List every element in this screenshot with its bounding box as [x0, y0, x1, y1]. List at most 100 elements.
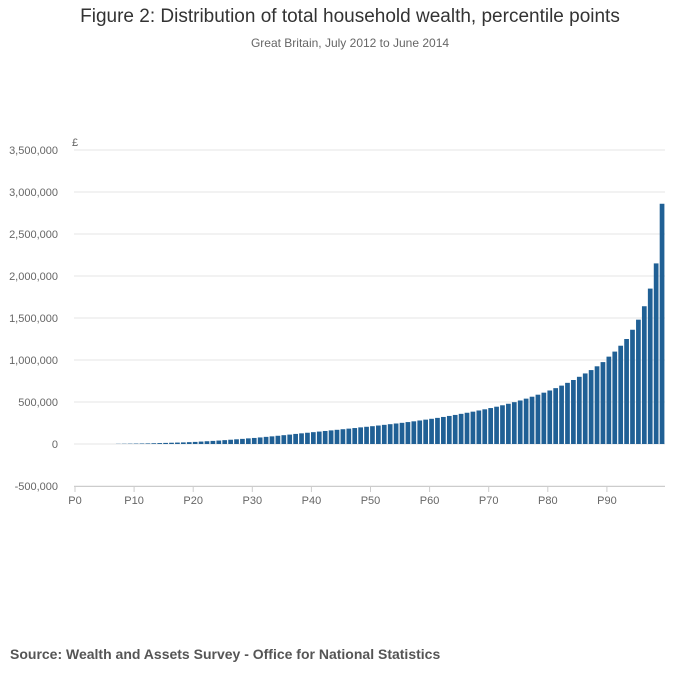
bar-p52 — [381, 424, 387, 444]
bar-p70 — [488, 408, 494, 444]
bar-p82 — [559, 385, 564, 444]
bar-p61 — [435, 417, 440, 444]
bar-p91 — [612, 351, 618, 444]
bar-p88 — [594, 366, 600, 444]
bar-p42 — [322, 430, 328, 444]
bars — [115, 203, 665, 444]
bar-p63 — [446, 415, 452, 444]
y-tick-label: 3,500,000 — [9, 145, 58, 157]
bar-p30 — [251, 437, 257, 444]
bar-p74 — [511, 402, 517, 444]
source-note: Source: Wealth and Assets Survey - Offic… — [10, 646, 441, 662]
bar-p76 — [523, 398, 529, 444]
bar-p80 — [547, 390, 553, 444]
bar-p79 — [541, 392, 547, 444]
bar-p53 — [387, 424, 393, 444]
bar-p38 — [299, 433, 304, 444]
bar-p49 — [364, 426, 369, 444]
bar-p21 — [198, 441, 204, 444]
y-axis: -500,000 0 500,000 1,000,000 1,500,000 2,000,… — [9, 145, 58, 493]
bar-p86 — [582, 373, 588, 444]
x-tick-label: P70 — [479, 495, 499, 507]
bar-p90 — [606, 356, 612, 444]
bar-p64 — [452, 414, 458, 444]
bar-p28 — [240, 438, 245, 444]
bar-p35 — [281, 435, 287, 444]
bar-p66 — [464, 412, 470, 444]
bar-p94 — [630, 329, 635, 444]
x-tick-label: P20 — [183, 495, 203, 507]
bar-p55 — [399, 422, 405, 444]
bar-p56 — [405, 422, 411, 444]
bar-p16 — [169, 442, 174, 444]
x-tick-label: P10 — [124, 495, 144, 507]
bar-p24 — [216, 440, 222, 444]
bar-p87 — [588, 370, 594, 444]
bar-p59 — [423, 419, 428, 444]
bar-p98 — [653, 263, 659, 444]
bar-p71 — [494, 406, 499, 444]
bar-p47 — [352, 428, 358, 444]
bar-p93 — [624, 339, 629, 444]
bar-p68 — [476, 410, 482, 444]
bar-p84 — [571, 379, 576, 444]
bar-p54 — [393, 423, 399, 444]
bar-p51 — [376, 425, 381, 444]
x-tick-label: P0 — [68, 495, 81, 507]
bar-p81 — [553, 388, 559, 444]
bar-p20 — [192, 441, 198, 444]
bar-p18 — [180, 442, 186, 444]
bar-p27 — [234, 439, 239, 444]
bar-p77 — [529, 396, 535, 444]
x-tick-label: P30 — [243, 495, 263, 507]
bar-p75 — [517, 400, 523, 444]
bar-p33 — [269, 436, 275, 444]
bar-p11 — [139, 443, 145, 444]
bar-p57 — [411, 421, 417, 444]
bar-p44 — [334, 429, 340, 444]
y-tick-label: 3,000,000 — [9, 187, 58, 199]
bar-p97 — [647, 288, 653, 444]
bar-p22 — [204, 441, 210, 444]
bar-p37 — [293, 433, 298, 444]
bar-p60 — [429, 418, 434, 444]
bar-p45 — [340, 429, 346, 444]
bar-p99 — [659, 203, 665, 444]
bar-p26 — [228, 439, 233, 444]
bar-p78 — [535, 394, 541, 444]
x-tick-label: P80 — [538, 495, 558, 507]
bar-p83 — [565, 382, 570, 444]
bar-p92 — [618, 345, 624, 444]
bar-p31 — [257, 437, 263, 444]
gridlines — [74, 149, 665, 487]
bar-p36 — [287, 434, 293, 444]
x-tick-label: P50 — [361, 495, 381, 507]
bar-p34 — [275, 435, 281, 444]
bar-p19 — [186, 442, 192, 444]
bar-p39 — [305, 432, 310, 444]
bar-p29 — [245, 438, 251, 444]
y-tick-label: 2,500,000 — [9, 229, 58, 241]
y-axis-label: £ — [72, 137, 78, 149]
bar-p15 — [163, 442, 168, 444]
bar-p95 — [636, 319, 641, 444]
y-tick-label: -500,000 — [15, 481, 58, 493]
bar-p73 — [506, 403, 511, 444]
bar-p25 — [222, 440, 228, 444]
bar-p17 — [175, 442, 180, 444]
bar-p69 — [482, 409, 488, 444]
y-tick-label: 1,000,000 — [9, 355, 58, 367]
bar-p62 — [441, 416, 446, 444]
y-tick-label: 2,000,000 — [9, 271, 58, 283]
bar-p67 — [470, 411, 476, 444]
y-tick-label: 1,500,000 — [9, 313, 58, 325]
x-tick-label: P60 — [420, 495, 440, 507]
y-tick-label: 500,000 — [18, 397, 58, 409]
bar-p40 — [311, 432, 316, 444]
bar-p58 — [417, 420, 423, 444]
bar-p96 — [641, 306, 647, 444]
chart-subtitle: Great Britain, July 2012 to June 2014 — [250, 36, 450, 50]
y-tick-label: 0 — [52, 439, 58, 451]
bar-p43 — [328, 430, 334, 444]
bar-p48 — [358, 427, 363, 444]
